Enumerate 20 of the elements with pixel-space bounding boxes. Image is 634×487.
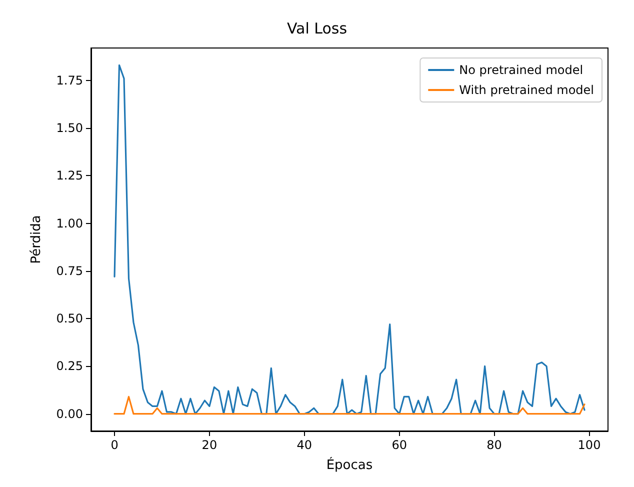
legend-label: No pretrained model [459, 63, 584, 77]
legend-label: With pretrained model [459, 83, 594, 97]
y-tick-label: 1.50 [56, 121, 83, 136]
x-tick-label: 40 [296, 438, 312, 452]
chart-title: Val Loss [286, 20, 348, 38]
x-tick-label: 60 [392, 438, 407, 452]
x-tick-label: 100 [578, 438, 601, 452]
y-tick-label: 1.75 [56, 73, 83, 88]
y-tick-label: 1.00 [56, 216, 83, 230]
y-tick-label: 0.50 [56, 312, 83, 326]
line-series [114, 396, 586, 415]
x-tick-label: 20 [202, 438, 218, 452]
y-tick-label: 0.75 [56, 264, 83, 278]
y-tick-label: 1.25 [56, 168, 83, 183]
y-axis-title: Pérdida [29, 215, 44, 264]
y-tick-label: 0.25 [56, 359, 83, 374]
x-tick-label: 80 [486, 438, 502, 452]
x-axis-title: Épocas [326, 456, 373, 473]
x-tick-label: 0 [110, 438, 118, 452]
y-tick-label: 0.00 [56, 406, 83, 421]
